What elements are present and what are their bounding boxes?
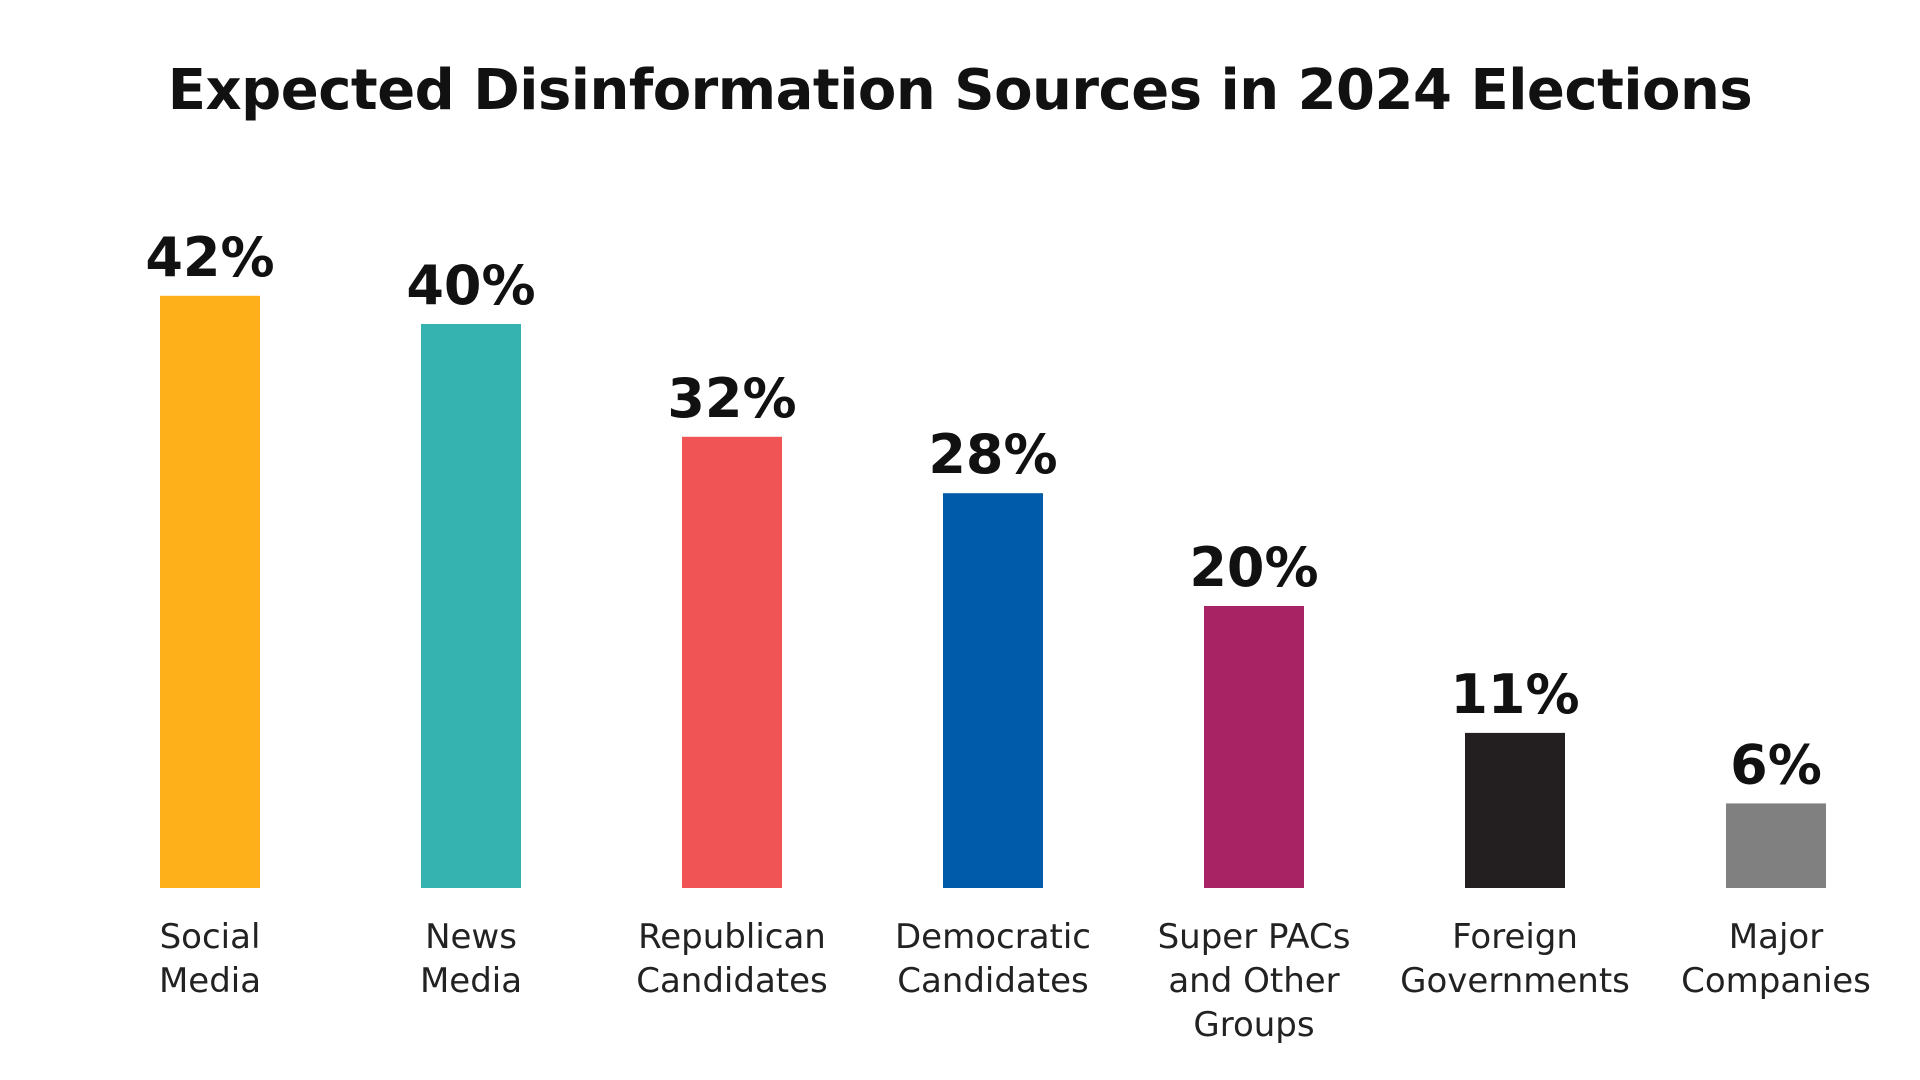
category-label-0-line-0: Social xyxy=(160,917,261,957)
bar-3 xyxy=(943,493,1043,888)
category-label-4-line-0: Super PACs xyxy=(1158,917,1351,957)
chart-title: Expected Disinformation Sources in 2024 … xyxy=(167,58,1753,123)
category-label-5-line-1: Governments xyxy=(1400,961,1630,1001)
category-label-4-line-1: and Other xyxy=(1168,961,1339,1001)
bars-group xyxy=(160,295,1826,888)
bar-0 xyxy=(160,295,260,888)
value-label-6: 6% xyxy=(1730,733,1822,796)
category-label-0-line-1: Media xyxy=(159,961,261,1001)
category-label-3-line-0: Democratic xyxy=(895,917,1091,957)
value-label-0: 42% xyxy=(145,226,274,289)
category-label-1-line-1: Media xyxy=(420,961,522,1001)
bar-4 xyxy=(1204,606,1304,888)
category-label-2-line-0: Republican xyxy=(638,917,826,957)
category-label-1-line-0: News xyxy=(425,917,517,957)
category-label-5-line-0: Foreign xyxy=(1452,917,1578,957)
category-label-6-line-0: Major xyxy=(1729,917,1823,957)
bar-5 xyxy=(1465,732,1565,888)
category-labels-group: SocialMediaNewsMediaRepublicanCandidates… xyxy=(159,917,1871,1045)
bar-6 xyxy=(1726,803,1826,888)
category-label-6-line-1: Companies xyxy=(1681,961,1871,1001)
category-label-3-line-1: Candidates xyxy=(897,961,1089,1001)
bar-1 xyxy=(421,324,521,888)
value-label-4: 20% xyxy=(1189,536,1318,599)
value-labels-group: 42% 40% 32% 28% 20% 11% 6% xyxy=(145,226,1821,797)
value-label-2: 32% xyxy=(667,367,796,430)
bar-2 xyxy=(682,436,782,888)
value-label-3: 28% xyxy=(928,423,1057,486)
category-label-4-line-2: Groups xyxy=(1193,1005,1314,1045)
value-label-1: 40% xyxy=(406,254,535,317)
category-label-2-line-1: Candidates xyxy=(636,961,828,1001)
value-label-5: 11% xyxy=(1450,663,1579,726)
